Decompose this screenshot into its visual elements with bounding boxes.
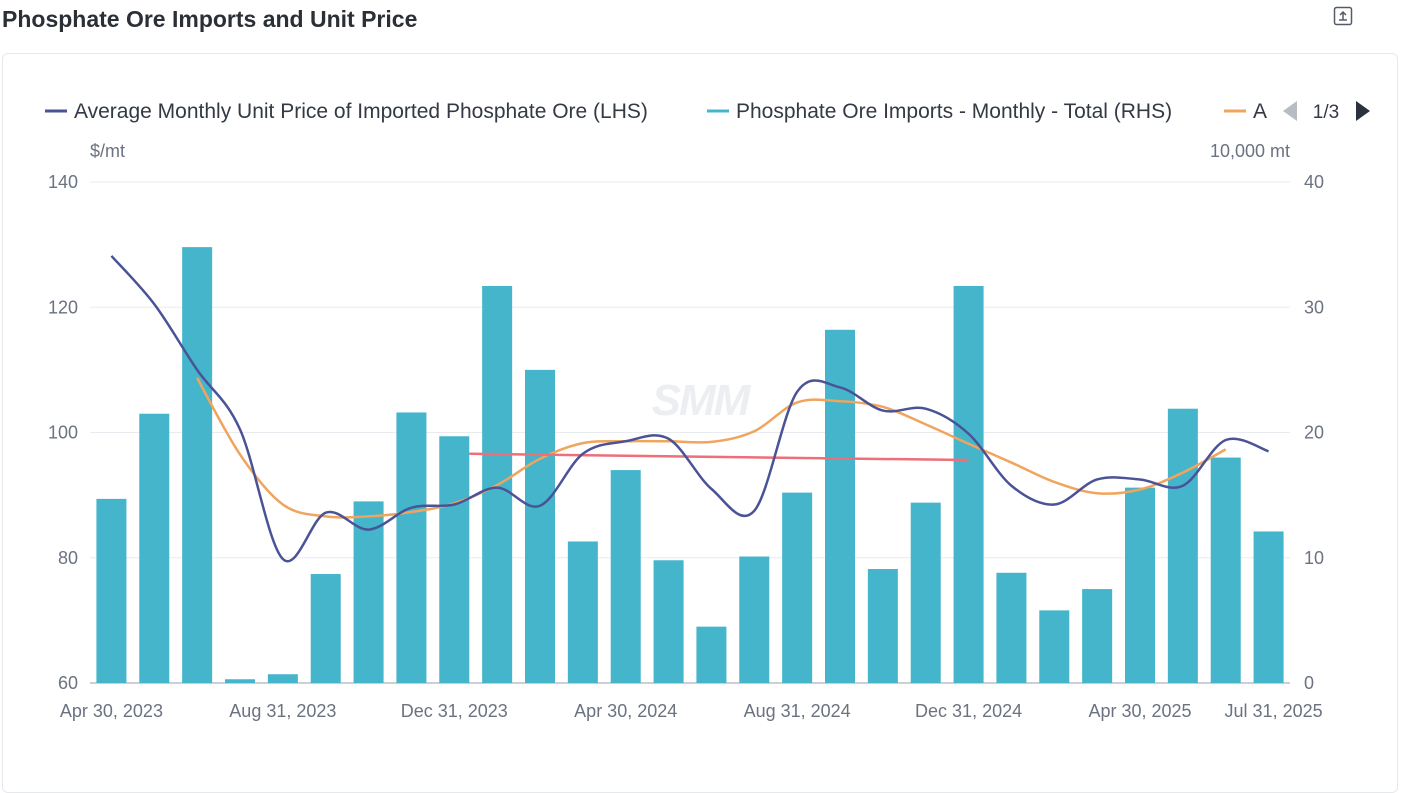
imports-bar[interactable] <box>953 285 984 683</box>
imports-bar[interactable] <box>182 247 213 683</box>
imports-bar[interactable] <box>1082 589 1113 683</box>
y-right-tick-label: 20 <box>1304 423 1324 443</box>
imports-bar[interactable] <box>267 674 298 683</box>
imports-bar[interactable] <box>396 412 427 683</box>
imports-bar[interactable] <box>1039 610 1070 683</box>
imports-bar[interactable] <box>225 679 255 683</box>
series-a-line[interactable] <box>196 377 1227 519</box>
legend-page-indicator: 1/3 <box>1313 102 1339 123</box>
price-line[interactable] <box>110 255 1269 563</box>
y-left-tick-label: 60 <box>58 673 78 693</box>
y-right-unit: 10,000 mt <box>1210 141 1290 161</box>
y-left-tick-label: 100 <box>48 423 78 443</box>
x-tick-label: Apr 30, 2024 <box>574 701 677 721</box>
y-right-tick-label: 40 <box>1304 172 1324 192</box>
y-right-tick-label: 0 <box>1304 673 1314 693</box>
imports-bar[interactable] <box>1125 487 1155 683</box>
y-left-tick-label: 80 <box>58 548 78 568</box>
y-left-tick-label: 140 <box>48 172 78 192</box>
legend-prev-icon[interactable] <box>1283 101 1297 121</box>
imports-bar[interactable] <box>1210 457 1241 683</box>
export-icon <box>1333 6 1353 26</box>
legend-item-label: Average Monthly Unit Price of Imported P… <box>74 100 648 123</box>
legend-next-icon[interactable] <box>1356 101 1370 121</box>
imports-bar[interactable] <box>996 572 1027 683</box>
imports-bar[interactable] <box>867 569 898 683</box>
imports-bar[interactable] <box>610 470 641 683</box>
x-tick-label: Jul 31, 2025 <box>1225 701 1323 721</box>
x-tick-label: Dec 31, 2024 <box>915 701 1022 721</box>
y-right-tick-label: 10 <box>1304 548 1324 568</box>
imports-bar[interactable] <box>353 501 384 683</box>
imports-bar[interactable] <box>1167 408 1198 683</box>
x-tick-label: Apr 30, 2023 <box>60 701 163 721</box>
x-tick-label: Apr 30, 2025 <box>1088 701 1191 721</box>
imports-bar[interactable] <box>310 574 341 683</box>
imports-bar[interactable] <box>739 556 770 683</box>
export-button[interactable] <box>1333 6 1353 26</box>
x-tick-label: Dec 31, 2023 <box>401 701 508 721</box>
legend-item-label: A <box>1253 100 1267 123</box>
page-title: Phosphate Ore Imports and Unit Price <box>2 6 418 32</box>
imports-bar[interactable] <box>653 560 684 683</box>
imports-bar[interactable] <box>910 502 941 683</box>
imports-bar[interactable] <box>439 436 470 683</box>
watermark: SMM <box>652 376 752 425</box>
imports-bar[interactable] <box>139 413 170 683</box>
chart: 140 40 120 30 100 20 80 10 60 0 $/mt 10,000 mt SMM Ap… <box>45 100 1370 721</box>
x-tick-label: Aug 31, 2023 <box>229 701 336 721</box>
imports-bar[interactable] <box>782 492 813 683</box>
y-left-unit: $/mt <box>90 141 125 161</box>
trend-line[interactable] <box>469 452 969 462</box>
legend-item-label: Phosphate Ore Imports - Monthly - Total … <box>736 100 1172 123</box>
y-left-tick-label: 120 <box>48 297 78 317</box>
imports-bar[interactable] <box>567 541 598 683</box>
imports-bar[interactable] <box>525 369 555 683</box>
imports-bar[interactable] <box>696 626 727 683</box>
y-right-tick-label: 30 <box>1304 297 1324 317</box>
imports-bar[interactable] <box>96 498 127 683</box>
imports-bar[interactable] <box>1253 531 1284 683</box>
x-tick-label: Aug 31, 2024 <box>744 701 851 721</box>
